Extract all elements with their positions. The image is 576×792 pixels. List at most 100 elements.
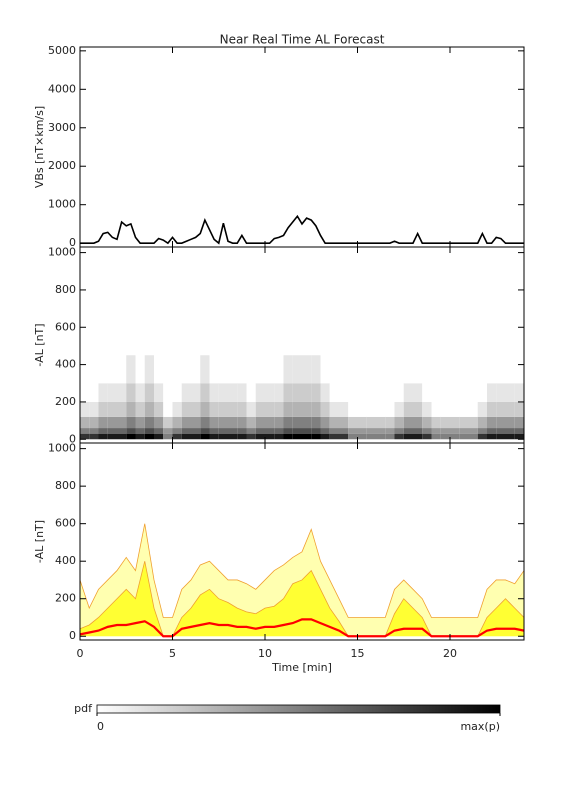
heatmap-cell bbox=[126, 433, 136, 440]
heatmap-cell bbox=[422, 401, 432, 417]
heatmap-cell bbox=[477, 433, 487, 440]
x-tick-label: 15 bbox=[351, 647, 365, 660]
heatmap-cell bbox=[487, 401, 497, 417]
heatmap-cell bbox=[376, 416, 386, 429]
heatmap-cell bbox=[209, 401, 219, 417]
heatmap-cell bbox=[135, 433, 145, 440]
heatmap-cell bbox=[117, 401, 127, 417]
y-tick-label: 200 bbox=[55, 592, 76, 605]
heatmap-cell bbox=[302, 401, 312, 417]
heatmap-cell bbox=[440, 433, 450, 440]
heatmap-cell bbox=[450, 416, 460, 429]
heatmap-cell bbox=[154, 416, 164, 429]
heatmap-cell bbox=[431, 355, 441, 384]
y-axis-label: -AL [nT] bbox=[33, 323, 46, 366]
heatmap-cell bbox=[487, 383, 497, 402]
band-area bbox=[80, 561, 524, 637]
heatmap-cell bbox=[320, 433, 330, 440]
heatmap-cell bbox=[172, 383, 182, 402]
heatmap-cell bbox=[357, 383, 367, 402]
colorbar-tick-label: 0 bbox=[97, 720, 104, 733]
heatmap-cell bbox=[505, 355, 515, 384]
heatmap-cell bbox=[292, 428, 302, 434]
heatmap-cell bbox=[181, 416, 191, 429]
heatmap-cell bbox=[459, 383, 469, 402]
colorbar-tick-label: max(p) bbox=[460, 720, 500, 733]
heatmap-cell bbox=[394, 416, 404, 429]
heatmap-cell bbox=[394, 355, 404, 384]
heatmap-cell bbox=[348, 416, 358, 429]
heatmap-cell bbox=[311, 428, 321, 434]
heatmap-cell bbox=[394, 383, 404, 402]
heatmap-cell bbox=[505, 383, 515, 402]
y-tick-label: 400 bbox=[55, 358, 76, 371]
heatmap-cell bbox=[496, 416, 506, 429]
heatmap-cell bbox=[107, 433, 117, 440]
heatmap-cell bbox=[422, 416, 432, 429]
heatmap-cell bbox=[283, 355, 293, 384]
heatmap-cell bbox=[283, 401, 293, 417]
heatmap-cell bbox=[135, 401, 145, 417]
heatmap-cell bbox=[107, 355, 117, 384]
heatmap-cell bbox=[431, 401, 441, 417]
heatmap-cell bbox=[80, 416, 90, 429]
heatmap-cell bbox=[80, 428, 90, 434]
heatmap-cell bbox=[274, 433, 284, 440]
heatmap-cell bbox=[181, 383, 191, 402]
heatmap-cell bbox=[80, 433, 90, 440]
heatmap-cell bbox=[357, 433, 367, 440]
heatmap-cell bbox=[514, 433, 524, 440]
heatmap-cell bbox=[348, 383, 358, 402]
heatmap-cell bbox=[98, 355, 108, 384]
heatmap-cell bbox=[311, 355, 321, 384]
heatmap-cell bbox=[107, 383, 117, 402]
heatmap-cell bbox=[329, 433, 339, 440]
heatmap-cell bbox=[181, 428, 191, 434]
heatmap-cell bbox=[218, 401, 228, 417]
heatmap-cell bbox=[496, 428, 506, 434]
x-tick-label: 5 bbox=[169, 647, 176, 660]
y-axis-label: VBs [nT×km/s] bbox=[33, 106, 46, 188]
heatmap-cell bbox=[450, 401, 460, 417]
heatmap-cell bbox=[329, 383, 339, 402]
y-tick-label: 1000 bbox=[48, 246, 76, 259]
heatmap-cell bbox=[89, 355, 99, 384]
heatmap-cell bbox=[468, 416, 478, 429]
heatmap-cell bbox=[450, 428, 460, 434]
heatmap-cell bbox=[218, 383, 228, 402]
heatmap-cell bbox=[487, 355, 497, 384]
heatmap-cell bbox=[385, 355, 395, 384]
heatmap-cell bbox=[514, 416, 524, 429]
heatmap-cell bbox=[292, 383, 302, 402]
heatmap-cell bbox=[154, 355, 164, 384]
heatmap-cell bbox=[339, 433, 349, 440]
heatmap-cell bbox=[228, 428, 238, 434]
x-tick-label: 10 bbox=[258, 647, 272, 660]
y-tick-label: 800 bbox=[55, 283, 76, 296]
heatmap-cell bbox=[394, 433, 404, 440]
heatmap-cell bbox=[403, 433, 413, 440]
heatmap-cell bbox=[228, 355, 238, 384]
heatmap-cell bbox=[144, 433, 154, 440]
heatmap-cell bbox=[181, 355, 191, 384]
heatmap-cell bbox=[200, 383, 210, 402]
heatmap-cell bbox=[89, 401, 99, 417]
y-tick-label: 4000 bbox=[48, 82, 76, 95]
heatmap-cell bbox=[366, 355, 376, 384]
heatmap-cell bbox=[329, 401, 339, 417]
heatmap-cell bbox=[348, 433, 358, 440]
heatmap-cell bbox=[376, 355, 386, 384]
heatmap-cell bbox=[191, 416, 201, 429]
heatmap-cell bbox=[98, 401, 108, 417]
heatmap-cell bbox=[126, 401, 136, 417]
heatmap-cell bbox=[477, 383, 487, 402]
heatmap-cell bbox=[329, 355, 339, 384]
heatmap-cell bbox=[89, 433, 99, 440]
heatmap-cell bbox=[265, 355, 275, 384]
heatmap-cell bbox=[311, 401, 321, 417]
heatmap-cell bbox=[440, 416, 450, 429]
heatmap-cell bbox=[191, 433, 201, 440]
heatmap-cell bbox=[403, 401, 413, 417]
heatmap-cell bbox=[154, 428, 164, 434]
